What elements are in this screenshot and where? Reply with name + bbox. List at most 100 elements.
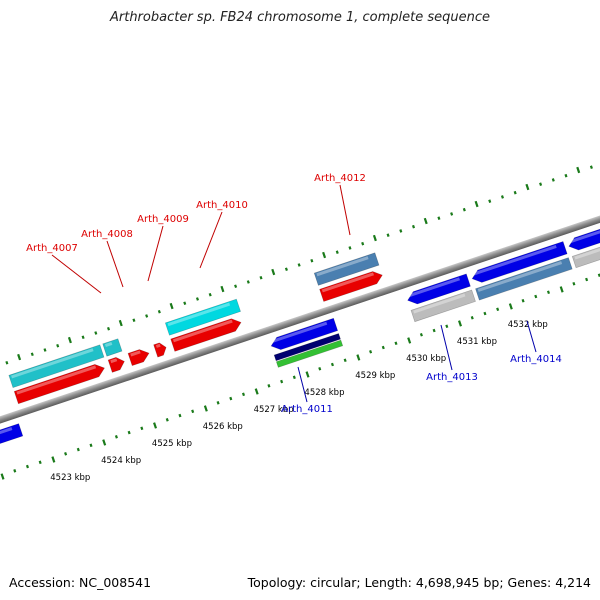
feature-highlight xyxy=(574,240,600,260)
cds-arth-4011 xyxy=(270,317,339,350)
tick-mark xyxy=(330,362,334,367)
tick-mark xyxy=(407,337,412,344)
tick-mark xyxy=(462,207,466,212)
tick-mark xyxy=(508,303,513,310)
tick-mark xyxy=(458,320,463,327)
feature-highlight xyxy=(167,302,231,327)
tick-mark xyxy=(208,292,212,297)
feature-highlight xyxy=(316,256,369,277)
tick-mark xyxy=(102,439,107,446)
gene-label: Arth_4010 xyxy=(196,200,248,211)
scale-label: 4524 kbp xyxy=(101,456,141,466)
cds-arth-4012 xyxy=(319,271,383,302)
tick-mark xyxy=(559,286,564,293)
tick-mark xyxy=(500,195,504,199)
feature-highlight xyxy=(569,224,600,244)
tick-mark xyxy=(64,452,68,456)
tick-mark xyxy=(191,409,195,414)
tick-mark xyxy=(17,353,22,361)
gene-label: Arth_4014 xyxy=(510,354,562,365)
gene-reverse-right xyxy=(571,236,600,269)
cds-arth-4009a xyxy=(127,349,150,367)
tick-mark xyxy=(5,360,9,365)
gene-arth-4014 xyxy=(475,257,573,301)
feature-highlight xyxy=(0,427,13,445)
tick-mark xyxy=(356,354,361,361)
lower-tick-ring xyxy=(0,273,600,480)
tick-mark xyxy=(450,212,454,216)
scale-label: 4525 kbp xyxy=(152,439,192,449)
tick-mark xyxy=(539,182,543,186)
gene-arth-4012 xyxy=(313,252,380,286)
tick-mark xyxy=(114,435,118,439)
callout-leader xyxy=(297,366,308,403)
tick-mark xyxy=(394,341,398,346)
tick-mark xyxy=(488,199,492,203)
tick-mark xyxy=(335,250,339,254)
scale-label: 4529 kbp xyxy=(355,371,395,381)
tick-mark xyxy=(423,217,428,225)
cds-reverse-left xyxy=(0,423,24,452)
tick-mark xyxy=(259,275,263,280)
tick-mark xyxy=(343,358,347,363)
tick-mark xyxy=(165,418,169,422)
tick-mark xyxy=(551,178,555,182)
tick-mark xyxy=(470,315,474,320)
tick-mark xyxy=(496,307,500,312)
tick-mark xyxy=(280,379,284,384)
feature-highlight xyxy=(130,350,141,357)
tick-mark xyxy=(589,165,593,169)
tick-mark xyxy=(13,469,17,473)
tick-mark xyxy=(241,392,246,397)
callout-leader xyxy=(147,225,164,282)
tick-mark xyxy=(521,298,525,303)
tick-mark xyxy=(43,348,47,352)
tick-mark xyxy=(67,336,72,344)
tick-mark xyxy=(140,426,144,431)
tick-mark xyxy=(271,268,276,276)
tick-mark xyxy=(564,173,568,178)
feature-highlight xyxy=(407,277,460,298)
topology-summary: Topology: circular; Length: 4,698,945 bp… xyxy=(247,575,591,590)
tick-mark xyxy=(419,333,423,337)
callout-leader xyxy=(339,184,351,236)
tick-mark xyxy=(169,302,174,310)
scale-label: 4523 kbp xyxy=(50,473,90,483)
gene-arth-4007 xyxy=(8,344,105,388)
feature-highlight xyxy=(110,358,118,364)
tick-mark xyxy=(445,324,449,329)
tick-mark xyxy=(386,233,390,237)
feature-highlight xyxy=(104,342,113,348)
tick-mark xyxy=(267,384,271,388)
gene-arth-4008 xyxy=(102,338,123,357)
tick-mark xyxy=(372,234,377,242)
scale-label: 4526 kbp xyxy=(203,422,243,432)
feature-highlight xyxy=(172,319,233,343)
gene-label: Arth_4013 xyxy=(426,372,478,383)
feature-highlight xyxy=(472,245,557,276)
tick-mark xyxy=(178,413,182,418)
scale-label: 4528 kbp xyxy=(304,388,344,398)
gene-arth-4010 xyxy=(164,298,241,336)
callout-leader xyxy=(440,324,453,371)
gene-arth-4011 xyxy=(273,333,341,362)
feature-highlight xyxy=(271,321,328,344)
gene-label: Arth_4008 xyxy=(81,229,133,240)
tick-mark xyxy=(305,371,310,378)
tick-mark xyxy=(234,284,238,288)
tick-mark xyxy=(81,335,85,340)
tick-mark xyxy=(195,297,199,301)
tick-mark xyxy=(318,367,322,371)
tick-mark xyxy=(546,290,551,295)
scale-label: 4527 kbp xyxy=(254,405,294,415)
scale-label: 4531 kbp xyxy=(457,337,497,347)
tick-mark xyxy=(30,352,34,357)
tick-mark xyxy=(51,456,56,463)
tick-mark xyxy=(118,319,123,327)
gene-label: Arth_4007 xyxy=(26,243,78,254)
tick-mark xyxy=(183,301,187,306)
tick-mark xyxy=(322,251,327,259)
gene-label: Arth_4009 xyxy=(137,214,189,225)
feature-highlight xyxy=(155,343,161,348)
